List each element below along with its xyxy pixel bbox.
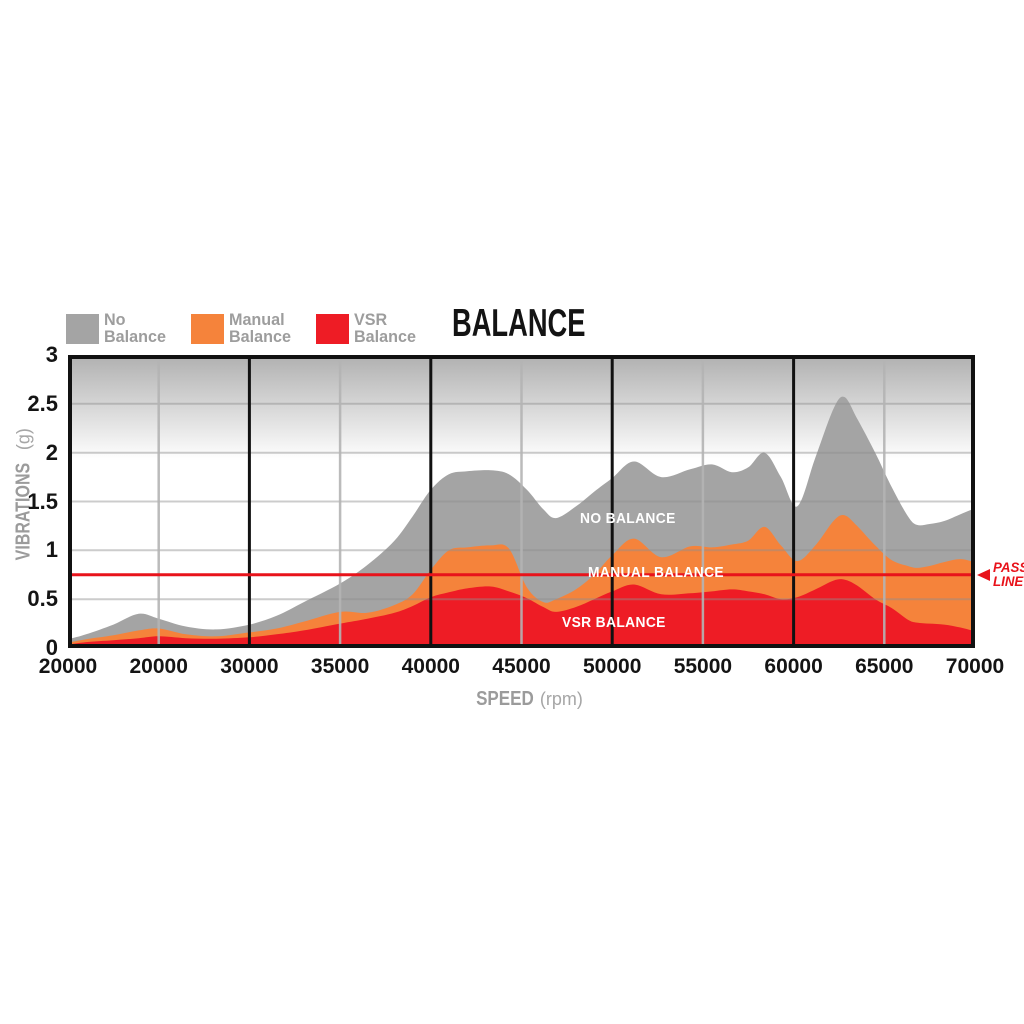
legend-label: No Balance	[104, 310, 166, 346]
x-tick-label: 65000	[855, 655, 914, 678]
legend: No Balance Manual Balance VSR Balance	[66, 310, 442, 346]
legend-label: VSR Balance	[354, 310, 417, 346]
x-tick-label: 20000	[38, 655, 98, 678]
chart-title: BALANCE	[452, 302, 586, 345]
plot-border	[68, 355, 975, 648]
y-tick-label: 2.5	[27, 390, 58, 416]
x-tick-label: 20000	[129, 655, 188, 678]
legend-label: Manual Balance	[229, 310, 292, 346]
x-axis-word: SPEED	[476, 688, 534, 710]
legend-item-no: No Balance	[66, 310, 169, 346]
chart-plot	[68, 355, 975, 648]
y-tick-label: 2	[45, 439, 58, 465]
legend-swatch	[316, 314, 350, 344]
y-tick-label: 0	[45, 635, 58, 660]
vsr-balance-label: VSR BALANCE	[562, 614, 666, 631]
legend-item-manual: Manual Balance	[191, 310, 294, 346]
legend-swatch	[66, 314, 99, 344]
x-tick-label: 45000	[492, 655, 551, 678]
no-balance-label: NO BALANCE	[580, 510, 676, 527]
x-tick-label: 60000	[764, 655, 823, 678]
x-tick-label: 40000	[401, 655, 460, 678]
x-tick-label: 30000	[220, 655, 279, 678]
x-axis-unit: (rpm)	[539, 689, 583, 709]
x-tick-label: 55000	[673, 655, 733, 678]
manual-balance-label: MANUAL BALANCE	[588, 564, 725, 581]
x-tick-label: 50000	[582, 655, 642, 678]
y-tick-label: 1.5	[27, 488, 58, 514]
x-tick-label: 70000	[945, 655, 1005, 678]
x-tick-label: 35000	[310, 655, 370, 678]
x-axis-label: SPEED (rpm)	[377, 688, 677, 711]
y-tick-label: 0.5	[27, 586, 58, 612]
y-tick-label: 3	[45, 342, 58, 367]
legend-swatch	[191, 314, 225, 344]
plot-area	[68, 355, 975, 648]
pass-line-label: PASS LINE	[993, 559, 1024, 589]
pass-line-arrow-icon	[977, 569, 990, 581]
y-tick-label: 1	[45, 537, 58, 563]
legend-item-vsr: VSR Balance	[316, 310, 419, 346]
